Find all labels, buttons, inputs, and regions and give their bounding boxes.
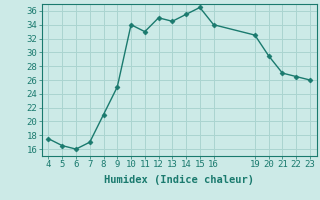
X-axis label: Humidex (Indice chaleur): Humidex (Indice chaleur) bbox=[104, 175, 254, 185]
